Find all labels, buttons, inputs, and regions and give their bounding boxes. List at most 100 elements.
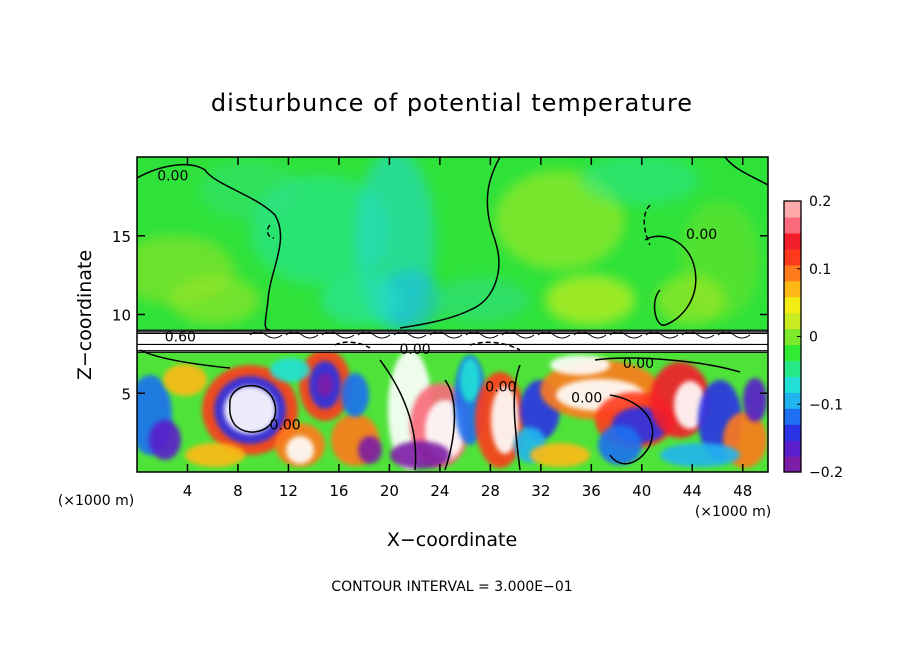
contour-line: [399, 157, 501, 329]
x-tick-label: 20: [380, 482, 399, 500]
colorbar-swatch: [784, 328, 801, 346]
colorbar-swatch: [784, 216, 801, 234]
contour-label: 0.00: [571, 391, 602, 407]
x-tick-label: 24: [430, 482, 449, 500]
inversion-wave: [645, 331, 679, 339]
inversion-wave: [681, 331, 715, 339]
contour-line: [609, 394, 654, 465]
contour-line: [594, 357, 741, 373]
x-axis: 4 8 12 16 20 24 28 32 36 40 44 48: [183, 157, 752, 500]
x-tick-label: 4: [183, 482, 193, 500]
colorbar-swatch: [784, 264, 801, 282]
contour-line: [379, 359, 417, 471]
field-blob: [655, 275, 725, 325]
lower-field: [137, 349, 768, 472]
inversion-wave: [357, 331, 391, 339]
contour-line: [724, 157, 768, 186]
field-blob: [170, 275, 260, 325]
upper-field: [137, 157, 760, 330]
contour-label: 0.00: [270, 417, 301, 433]
turbulence-blob: [341, 373, 369, 417]
field-blob: [430, 278, 530, 322]
colorbar-swatch: [784, 248, 801, 266]
contour-label: 0.00: [623, 356, 654, 372]
colorbar-swatch: [784, 424, 801, 441]
colorbar-swatch: [784, 312, 801, 330]
turbulence-blob: [550, 355, 610, 375]
negative-contour-line: [643, 204, 651, 246]
field-blob: [580, 157, 700, 205]
plot-area: 0.00 0.00 0.60 0.00 0.00 0.00 0.00 0.00: [137, 157, 768, 472]
turbulence-blob: [460, 358, 480, 402]
turbulence-blob: [224, 386, 276, 434]
contour-line: [228, 384, 277, 433]
x-axis-label: X−coordinate: [387, 529, 517, 551]
turbulence-blob: [743, 378, 767, 422]
turbulence-blob: [660, 443, 740, 467]
x-tick-label: 8: [233, 482, 243, 500]
inversion-wave: [573, 331, 607, 339]
y-tick-label: 10: [112, 307, 131, 325]
colorbar-swatch: [784, 201, 801, 218]
x-tick-label: 36: [582, 482, 601, 500]
x-axis-unit: (×1000 m): [695, 504, 771, 520]
colorbar-swatch: [784, 280, 801, 298]
colorbar-swatch: [784, 376, 801, 393]
negative-contour-line: [334, 341, 371, 349]
contour-label: 0.00: [157, 169, 188, 185]
contour-line: [137, 163, 282, 331]
field-blob: [380, 270, 440, 330]
colorbar-tick-label: 0.2: [809, 194, 831, 210]
x-tick-label: 48: [733, 482, 752, 500]
colorbar-swatch: [784, 232, 801, 250]
y-axis: 5 10 15: [112, 228, 768, 403]
colorbar-tick-label: −0.1: [809, 397, 843, 413]
y-axis-label: Z−coordinate: [74, 250, 96, 380]
y-axis-unit: (×1000 m): [58, 493, 134, 509]
inversion-wave: [501, 331, 535, 339]
inversion-band: [137, 329, 768, 353]
turbulence-blob: [530, 443, 590, 467]
inversion-wave: [321, 331, 355, 339]
negative-contour-line: [266, 224, 275, 239]
turbulence-blob: [149, 420, 181, 460]
colorbar-tick-label: 0.1: [809, 262, 831, 278]
negative-contour-line: [469, 341, 521, 351]
x-tick-label: 12: [279, 482, 298, 500]
field-blob: [320, 275, 400, 325]
turbulence-blob: [286, 436, 314, 464]
colorbar: 0.2 0.1 0 −0.1 −0.2: [783, 194, 843, 481]
inversion-wave: [537, 331, 571, 339]
field-blob: [200, 160, 300, 220]
colorbar-swatch: [784, 360, 801, 377]
inversion-wave: [609, 331, 643, 339]
x-tick-label: 32: [531, 482, 550, 500]
contour-label: 0.00: [399, 342, 430, 358]
x-tick-label: 16: [329, 482, 348, 500]
inversion-wave: [429, 331, 463, 339]
turbulence-blob: [270, 358, 310, 382]
turbulence-blob: [491, 386, 519, 454]
field-blob: [545, 275, 635, 325]
contour-lines: [137, 157, 768, 471]
contour-line: [444, 379, 456, 471]
turbulence-blob: [358, 436, 382, 464]
colorbar-swatch: [784, 344, 801, 362]
contour-line: [644, 235, 697, 326]
colorbar-swatch: [784, 408, 801, 425]
inversion-fill: [137, 330, 768, 353]
turbulence-blob: [317, 373, 333, 397]
contour-label: 0.00: [485, 380, 516, 396]
contour-label: 0.00: [686, 227, 717, 243]
inversion-wave: [465, 331, 499, 339]
colorbar-swatch: [784, 440, 801, 457]
colorbar-tick-label: −0.2: [809, 465, 843, 481]
contour-line: [513, 364, 521, 471]
y-tick-label: 15: [112, 228, 131, 246]
inversion-wave: [285, 331, 319, 339]
turbulence-blob: [185, 443, 245, 467]
colorbar-swatch: [784, 456, 801, 473]
y-tick-label: 5: [121, 385, 131, 403]
inversion-wave: [393, 331, 427, 339]
